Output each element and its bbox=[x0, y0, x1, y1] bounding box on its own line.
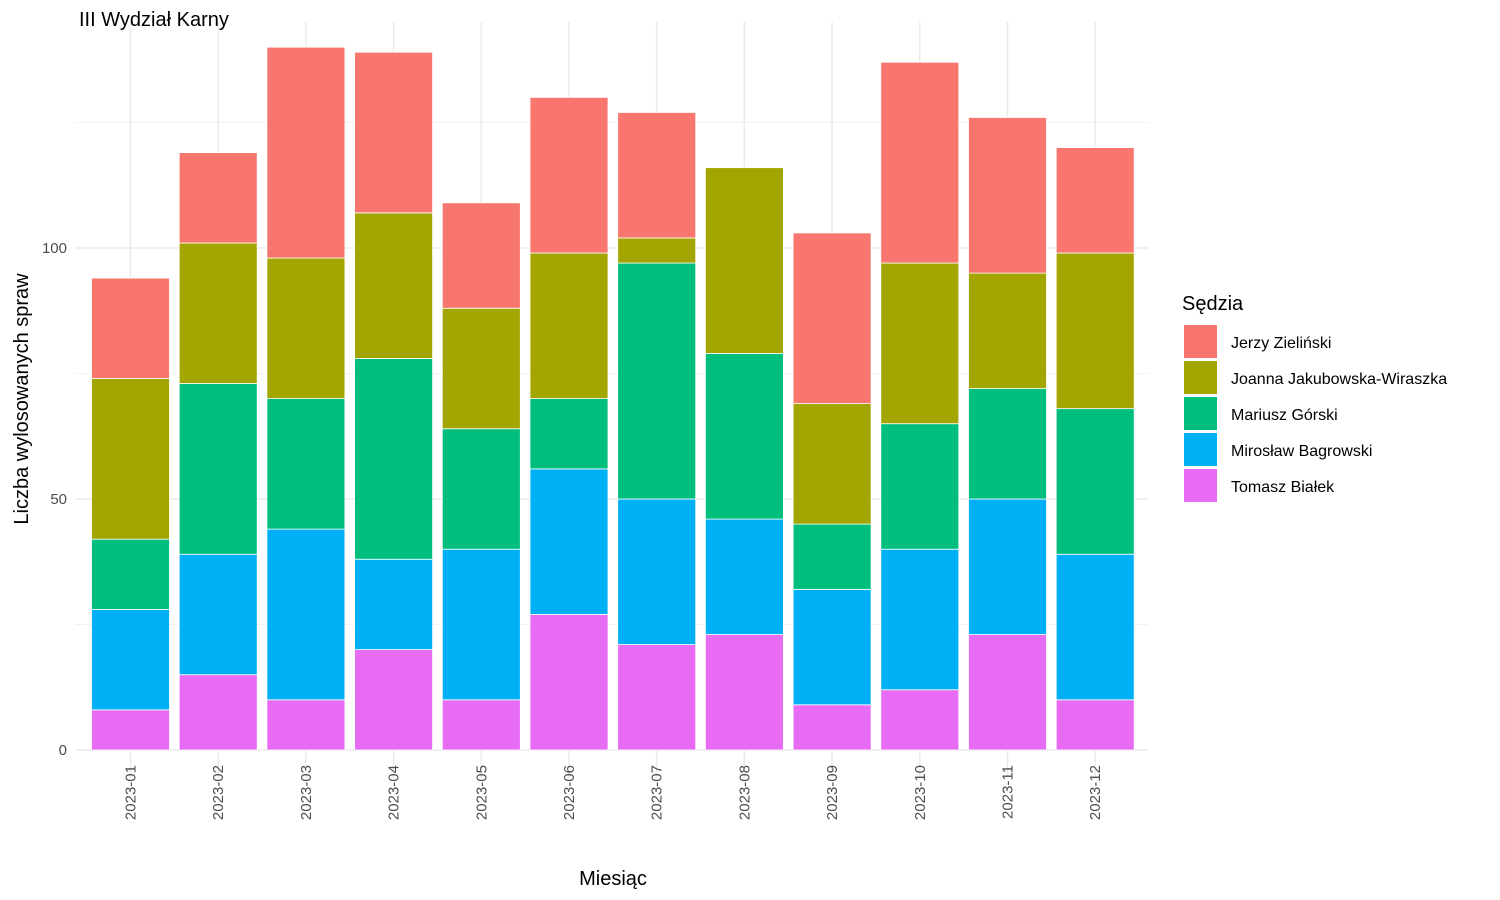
bar-segment bbox=[354, 558, 434, 650]
bar-segment bbox=[354, 51, 434, 214]
legend-label: Joanna Jakubowska-Wiraszka bbox=[1231, 371, 1447, 388]
bar-segment bbox=[968, 272, 1047, 389]
bar-segment bbox=[792, 588, 872, 706]
bar-segment bbox=[617, 112, 697, 239]
bar-segment bbox=[178, 152, 258, 244]
bar-segment bbox=[266, 46, 346, 259]
bar-segment bbox=[529, 468, 609, 615]
bar-segment bbox=[880, 262, 960, 425]
legend-label: Tomasz Białek bbox=[1231, 479, 1335, 496]
x-tick-label: 2023-01 bbox=[123, 765, 140, 820]
legend-swatch bbox=[1184, 433, 1217, 466]
x-tick-labels: 2023-01 2023-02 2023-03 2023-04 2023-05 2023-… bbox=[123, 765, 1105, 820]
bar-segment bbox=[354, 212, 434, 359]
bar-segment bbox=[178, 553, 258, 676]
bar-segment bbox=[792, 704, 872, 751]
bar-segment bbox=[91, 277, 170, 379]
y-axis-title: Liczba wylosowanych spraw bbox=[11, 273, 33, 525]
legend-item: Mirosław Bagrowski bbox=[1184, 433, 1372, 466]
x-tick-label: 2023-04 bbox=[386, 765, 403, 820]
bar-segment bbox=[178, 674, 258, 751]
bar-segment bbox=[880, 689, 960, 751]
y-tick-label: 0 bbox=[59, 742, 67, 759]
bar-segment bbox=[792, 232, 872, 405]
bar-segment bbox=[266, 398, 346, 530]
bar-segment bbox=[1055, 252, 1135, 410]
bar-segment bbox=[266, 257, 346, 400]
legend-swatch bbox=[1184, 325, 1217, 358]
bar-segment bbox=[792, 403, 872, 525]
x-tick-label: 2023-05 bbox=[473, 765, 490, 820]
bar-segment bbox=[441, 307, 521, 430]
bar-segment bbox=[880, 423, 960, 550]
legend-swatch bbox=[1184, 469, 1217, 502]
x-tick-label: 2023-11 bbox=[1000, 765, 1017, 819]
bar-segment bbox=[880, 61, 960, 264]
y-tick-labels: 0 50 100 bbox=[42, 240, 67, 759]
bar-segment bbox=[441, 428, 521, 550]
bar-segment bbox=[617, 262, 697, 500]
bar-segment bbox=[91, 609, 170, 711]
bar-segment bbox=[529, 252, 609, 400]
x-axis-title: Miesiąc bbox=[579, 868, 647, 890]
legend-item: Jerzy Zieliński bbox=[1184, 325, 1331, 358]
chart-title: III Wydział Karny bbox=[79, 9, 229, 31]
bar-segment bbox=[705, 518, 784, 635]
bar-segment bbox=[354, 649, 434, 751]
legend-label: Mariusz Górski bbox=[1231, 407, 1338, 424]
x-tick-label: 2023-03 bbox=[298, 765, 315, 820]
bar-segment bbox=[880, 548, 960, 691]
legend-item: Joanna Jakubowska-Wiraszka bbox=[1184, 361, 1447, 394]
x-tick-label: 2023-09 bbox=[824, 765, 841, 820]
legend: Sędzia Jerzy Zieliński Joanna Jakubowska-… bbox=[1182, 293, 1447, 502]
bar-segment bbox=[91, 378, 170, 540]
bar-segment bbox=[529, 97, 609, 254]
bar-segment bbox=[529, 614, 609, 751]
bar-segment bbox=[968, 498, 1047, 635]
bar-segment bbox=[266, 699, 346, 751]
legend-item: Mariusz Górski bbox=[1184, 397, 1338, 430]
bar-segment bbox=[792, 523, 872, 590]
legend-label: Jerzy Zieliński bbox=[1231, 335, 1331, 352]
bar-segment bbox=[441, 202, 521, 309]
bar-segment bbox=[1055, 147, 1135, 254]
bar-segment bbox=[968, 117, 1047, 274]
bar-segment bbox=[354, 358, 434, 560]
bar-segment bbox=[617, 237, 697, 264]
y-tick-label: 50 bbox=[50, 491, 67, 508]
bar-segment bbox=[266, 528, 346, 701]
bar-segment bbox=[617, 498, 697, 645]
bar-segment bbox=[705, 167, 784, 354]
bar-segment bbox=[1055, 408, 1135, 555]
bar-segment bbox=[178, 242, 258, 384]
legend-title: Sędzia bbox=[1182, 293, 1244, 315]
y-tick-label: 100 bbox=[42, 240, 67, 257]
legend-label: Mirosław Bagrowski bbox=[1231, 443, 1372, 460]
x-tick-label: 2023-02 bbox=[210, 765, 227, 820]
bar-segment bbox=[441, 699, 521, 751]
bars bbox=[91, 46, 1135, 751]
legend-swatch bbox=[1184, 397, 1217, 430]
bar-segment bbox=[968, 388, 1047, 500]
bar-segment bbox=[1055, 699, 1135, 751]
bar-segment bbox=[1055, 553, 1135, 701]
x-tick-label: 2023-08 bbox=[736, 765, 753, 820]
bar-segment bbox=[705, 353, 784, 520]
bar-segment bbox=[529, 398, 609, 470]
bar-segment bbox=[91, 709, 170, 751]
bar-segment bbox=[441, 548, 521, 701]
x-tick-label: 2023-10 bbox=[912, 765, 929, 820]
bar-segment bbox=[91, 538, 170, 610]
bar-segment bbox=[178, 383, 258, 555]
x-tick-label: 2023-06 bbox=[561, 765, 578, 820]
legend-item: Tomasz Białek bbox=[1184, 469, 1335, 502]
x-tick-label: 2023-07 bbox=[649, 765, 666, 820]
bar-segment bbox=[617, 644, 697, 751]
bar-segment bbox=[968, 634, 1047, 751]
bar-segment bbox=[705, 634, 784, 751]
x-tick-label: 2023-12 bbox=[1087, 765, 1104, 820]
legend-swatch bbox=[1184, 361, 1217, 394]
